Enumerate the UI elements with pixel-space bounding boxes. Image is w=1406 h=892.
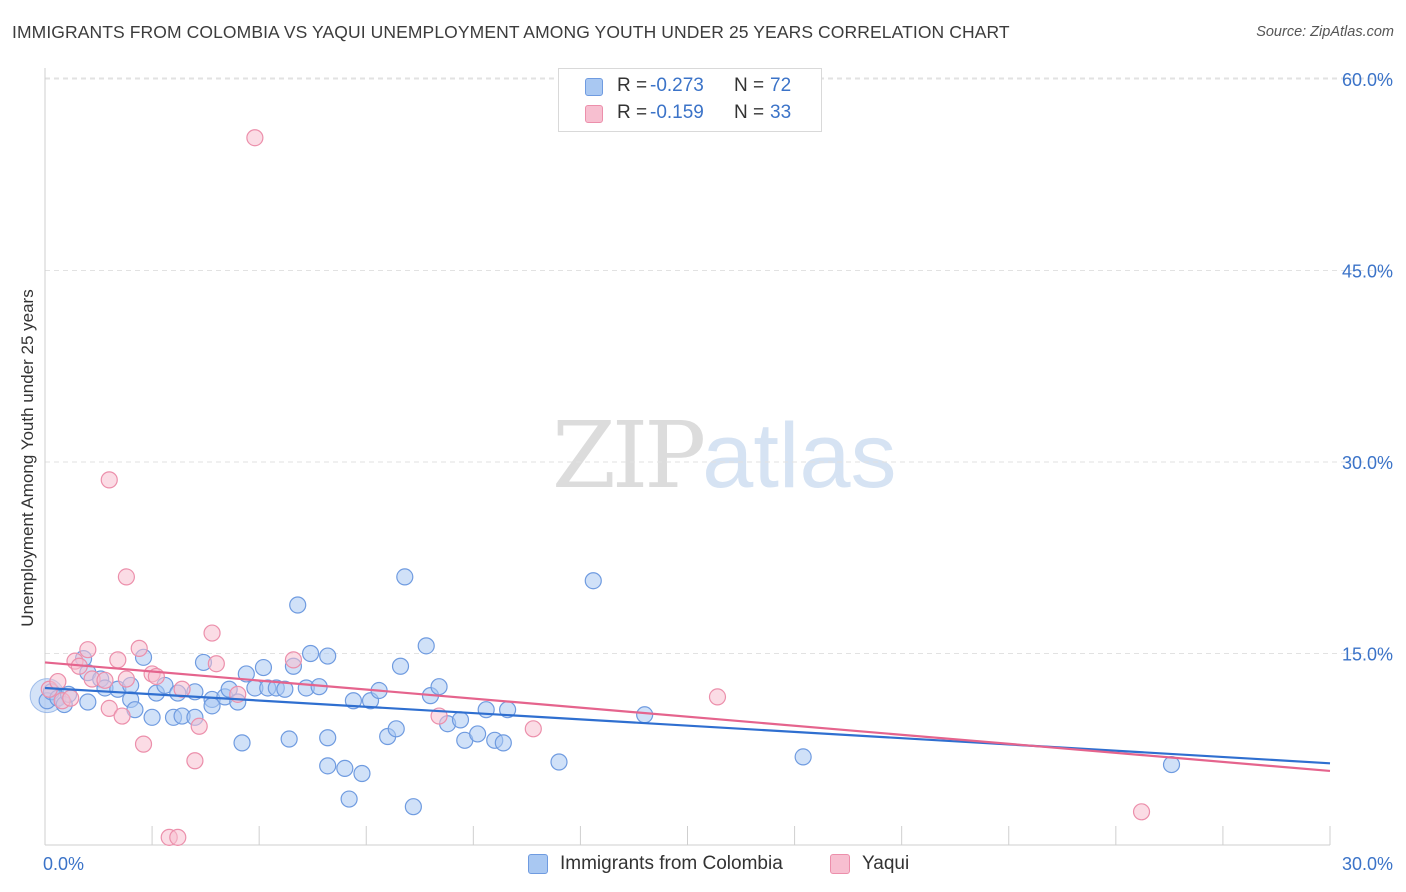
trend-layer xyxy=(44,661,1331,773)
legend-r-value: -0.159 xyxy=(650,102,704,123)
colombia-point xyxy=(396,568,414,586)
colombia-point xyxy=(353,764,371,783)
label-layer: 15.0% 30.0% 45.0% 60.0% 0.0% 30.0% Unemploymen… xyxy=(18,70,1393,874)
colombia-point xyxy=(319,757,337,775)
watermark-zip: ZIP xyxy=(552,402,706,509)
colombia-point xyxy=(636,706,654,724)
yaqui-point xyxy=(117,670,135,688)
correlation-legend: R = -0.273 N = 72 R = -0.159 N = 33 xyxy=(558,68,822,132)
colombia-point xyxy=(340,790,358,808)
bottom-legend-swatch-colombia xyxy=(528,854,548,874)
yaqui-point xyxy=(169,828,187,846)
x-tick-label: 30.0% xyxy=(1342,854,1393,874)
colombia-point xyxy=(494,734,512,752)
yaqui-point xyxy=(96,671,114,689)
colombia-point xyxy=(79,693,97,711)
y-tick-label: 30.0% xyxy=(1342,453,1393,473)
zipatlas-watermark: ZIPatlas xyxy=(552,402,897,509)
yaqui-point xyxy=(49,672,67,691)
grid-layer xyxy=(45,77,1392,654)
yaqui-point xyxy=(130,639,148,657)
colombia-point xyxy=(233,734,251,752)
yaqui-point xyxy=(79,641,97,659)
colombia-point xyxy=(430,678,448,696)
yaqui-point xyxy=(62,689,80,707)
yaqui-point xyxy=(100,471,118,489)
colombia-point xyxy=(391,657,410,675)
colombia-point xyxy=(469,725,487,743)
legend-swatch-colombia xyxy=(585,78,603,96)
colombia-point xyxy=(319,647,337,665)
colombia-point xyxy=(254,658,273,677)
colombia-point xyxy=(417,637,435,655)
yaqui-point xyxy=(173,680,191,698)
colombia-point xyxy=(289,596,307,614)
yaqui-point xyxy=(109,651,127,669)
yaqui-point xyxy=(113,707,131,725)
colombia-trend-line xyxy=(44,686,1331,765)
y-tick-label: 60.0% xyxy=(1342,70,1393,90)
yaqui-point xyxy=(134,735,153,753)
yaqui-point xyxy=(190,717,208,735)
y-axis-title: Unemployment Among Youth under 25 years xyxy=(18,289,37,626)
legend-r-label: R = xyxy=(617,75,648,96)
colombia-point xyxy=(477,701,495,719)
colombia-point xyxy=(451,711,470,729)
yaqui-trend-line xyxy=(44,661,1331,773)
axis-layer xyxy=(44,68,1331,846)
colombia-point xyxy=(550,753,568,771)
source-label: Source: ZipAtlas.com xyxy=(1256,24,1394,40)
colombia-point xyxy=(301,644,320,663)
legend-r-value: -0.273 xyxy=(650,75,704,96)
colombia-point xyxy=(280,730,298,748)
legend-swatch-yaqui xyxy=(585,105,603,123)
yaqui-point xyxy=(186,752,204,770)
colombia-point xyxy=(794,748,812,766)
yaqui-point xyxy=(1132,803,1151,821)
legend-n-value: 33 xyxy=(770,102,792,123)
chart-title: IMMIGRANTS FROM COLOMBIA VS YAQUI UNEMPL… xyxy=(12,22,1010,42)
yaqui-point xyxy=(100,699,118,717)
y-tick-label: 45.0% xyxy=(1342,262,1393,282)
colombia-point xyxy=(237,665,255,683)
y-tick-label: 15.0% xyxy=(1342,645,1393,665)
bottom-legend-swatch-yaqui xyxy=(830,854,850,874)
bottom-legend-label-yaqui: Yaqui xyxy=(862,853,910,874)
watermark-atlas: atlas xyxy=(702,405,897,507)
legend-r-label: R = xyxy=(617,102,648,123)
colombia-point xyxy=(319,729,337,747)
yaqui-point xyxy=(203,624,221,642)
yaqui-point xyxy=(246,129,264,147)
colombia-point xyxy=(584,572,602,590)
colombia-point xyxy=(336,759,354,778)
x-tick-label: 0.0% xyxy=(43,854,84,874)
yaqui-point xyxy=(207,655,225,673)
yaqui-point xyxy=(117,568,135,586)
yaqui-point xyxy=(708,688,727,706)
colombia-point xyxy=(404,798,422,816)
point-layer xyxy=(29,129,1181,846)
colombia-point xyxy=(143,708,161,726)
colombia-point xyxy=(276,680,294,698)
legend-n-label: N = xyxy=(734,75,765,96)
legend-n-label: N = xyxy=(734,102,765,123)
colombia-point xyxy=(387,720,405,738)
bottom-legend-label-colombia: Immigrants from Colombia xyxy=(560,853,783,874)
yaqui-point xyxy=(284,651,303,669)
yaqui-point xyxy=(524,720,542,738)
legend-n-value: 72 xyxy=(770,75,792,96)
